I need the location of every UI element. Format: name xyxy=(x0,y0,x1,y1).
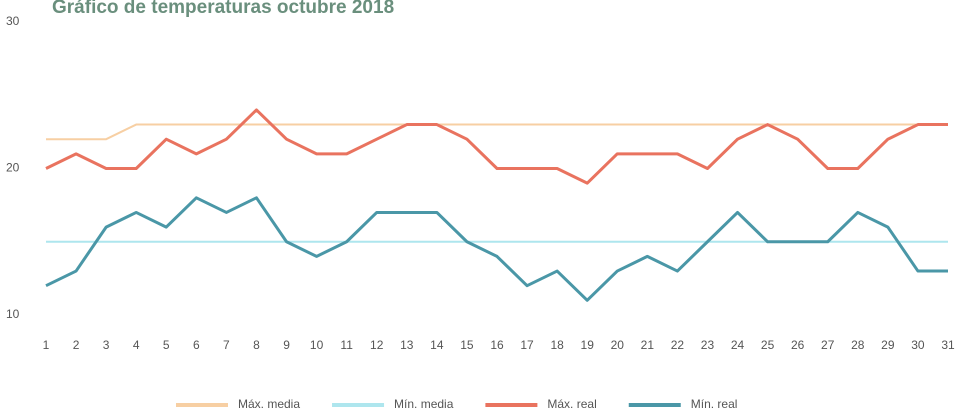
x-tick-label: 15 xyxy=(460,338,474,352)
legend-label: Mín. real xyxy=(691,397,738,411)
x-tick-label: 1 xyxy=(43,338,50,352)
x-tick-label: 9 xyxy=(283,338,290,352)
x-tick-label: 30 xyxy=(911,338,925,352)
x-tick-label: 21 xyxy=(641,338,655,352)
x-tick-label: 22 xyxy=(671,338,685,352)
x-tick-label: 26 xyxy=(791,338,805,352)
chart-title: Gráfico de temperaturas octubre 2018 xyxy=(52,0,394,18)
legend-label: Máx. real xyxy=(547,397,596,411)
x-tick-label: 28 xyxy=(851,338,865,352)
x-tick-label: 11 xyxy=(340,338,353,352)
x-tick-label: 4 xyxy=(133,338,140,352)
x-tick-label: 31 xyxy=(941,338,955,352)
x-tick-label: 23 xyxy=(701,338,715,352)
x-tick-label: 6 xyxy=(193,338,200,352)
legend-label: Mín. media xyxy=(394,397,454,411)
legend-label: Máx. media xyxy=(238,397,300,411)
x-tick-label: 12 xyxy=(370,338,384,352)
series-line xyxy=(45,196,948,302)
x-tick-label: 16 xyxy=(490,338,504,352)
series-line xyxy=(45,108,948,185)
x-tick-label: 25 xyxy=(761,338,775,352)
x-tick-label: 19 xyxy=(581,338,595,352)
y-tick-label: 10 xyxy=(6,307,20,321)
x-tick-label: 17 xyxy=(520,338,534,352)
x-tick-label: 3 xyxy=(103,338,110,352)
x-tick-label: 24 xyxy=(731,338,745,352)
x-tick-label: 10 xyxy=(310,338,324,352)
x-tick-label: 20 xyxy=(611,338,625,352)
x-tick-label: 5 xyxy=(163,338,170,352)
y-tick-label: 30 xyxy=(6,14,20,28)
x-tick-label: 7 xyxy=(223,338,230,352)
x-tick-label: 18 xyxy=(550,338,564,352)
x-tick-label: 27 xyxy=(821,338,835,352)
x-tick-label: 13 xyxy=(400,338,414,352)
series-line xyxy=(46,123,948,141)
x-tick-label: 29 xyxy=(881,338,895,352)
x-tick-label: 8 xyxy=(253,338,260,352)
x-tick-label: 14 xyxy=(430,338,444,352)
y-tick-label: 20 xyxy=(6,161,20,175)
x-tick-label: 2 xyxy=(73,338,80,352)
